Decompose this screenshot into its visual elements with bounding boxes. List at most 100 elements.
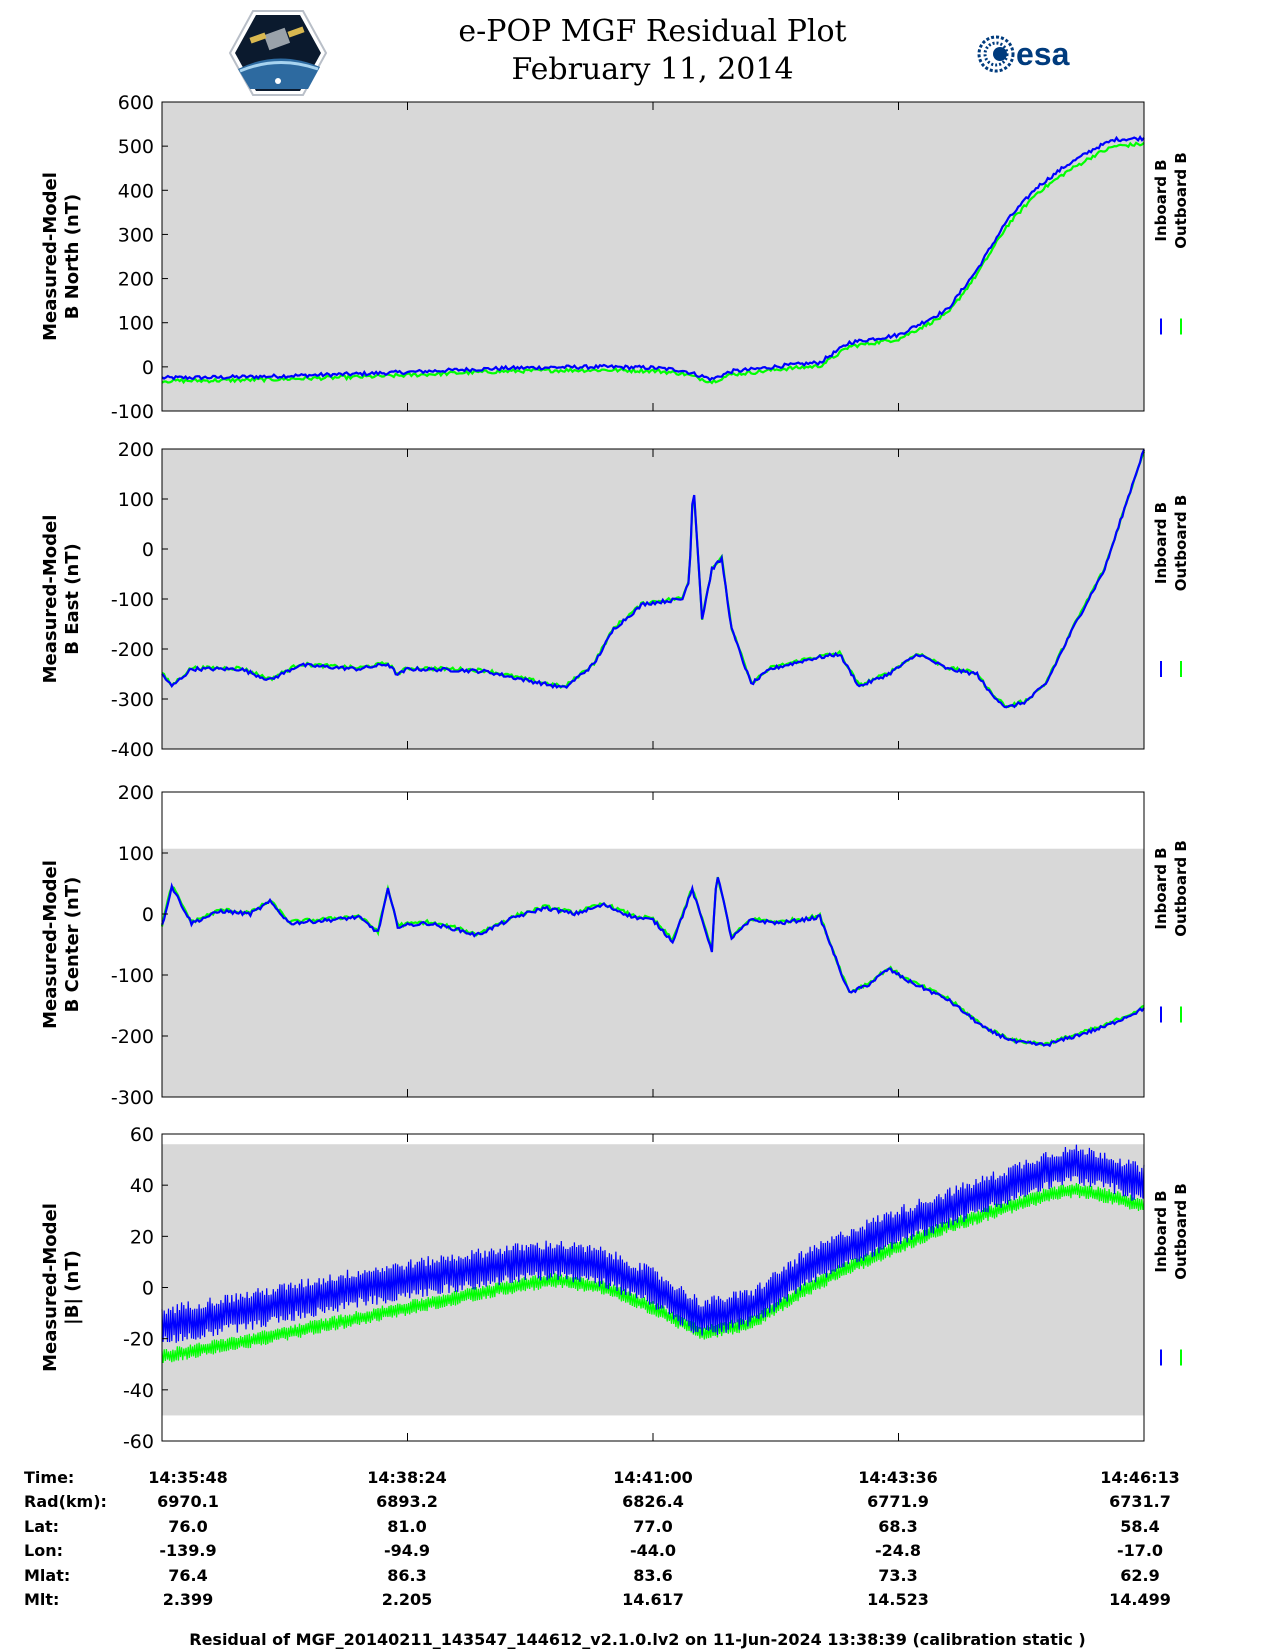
info-row-value: 6826.4 (622, 1492, 684, 1511)
info-row-value: -24.8 (874, 1541, 922, 1560)
info-row-value: 81.0 (387, 1517, 427, 1536)
info-row-value: -44.0 (629, 1541, 677, 1560)
y-axis-label: Measured-Model (40, 172, 61, 341)
info-row-value: 76.4 (168, 1566, 208, 1585)
plot-background (162, 848, 1144, 1097)
cassiope-satellite-logo (228, 10, 328, 96)
y-tick-label: 40 (130, 1175, 154, 1197)
y-tick-label: 0 (142, 1278, 154, 1300)
series-line-inboard-b (161, 449, 1145, 709)
y-tick-label: 100 (118, 313, 154, 335)
info-row-label: Time: (24, 1468, 75, 1487)
series-line-inboard-b (160, 877, 1145, 1048)
info-row-value: 6771.9 (867, 1492, 929, 1511)
esa-logo-text: esa (1016, 36, 1070, 72)
legend-entry: Outboard B (1172, 152, 1190, 249)
y-tick-label: 200 (118, 269, 154, 291)
info-row-value: 73.3 (878, 1566, 918, 1585)
info-row-value: -94.9 (383, 1541, 431, 1560)
info-row-value: 77.0 (633, 1517, 673, 1536)
info-row-value: 14.523 (867, 1590, 929, 1609)
info-row-value: -17.0 (1116, 1541, 1164, 1560)
info-row-label: Mlt: (24, 1590, 60, 1609)
info-row-value: 14:38:24 (367, 1468, 447, 1487)
chart-panel-1: -100 0 100 200 300 400 500 600 Measured-Model B N… (40, 92, 1190, 423)
y-tick-label: -100 (111, 401, 154, 423)
info-row-value: 86.3 (387, 1566, 427, 1585)
y-tick-label: 0 (142, 904, 154, 926)
y-tick-label: 100 (118, 489, 154, 511)
chart-panel-4: -60 -40 -20 0 20 40 60 Measured-Model |B| (nT) In… (40, 1124, 1190, 1453)
info-row-value: 14:46:13 (1100, 1468, 1180, 1487)
info-row-label: Lat: (24, 1517, 60, 1536)
y-tick-label: -100 (111, 965, 154, 987)
y-axis-label: B North (nT) (62, 194, 83, 320)
info-row-value: 6731.7 (1109, 1492, 1171, 1511)
y-axis-label: B East (nT) (62, 543, 83, 655)
info-row-value: 14.617 (622, 1590, 684, 1609)
y-axis-label: B Center (nT) (62, 877, 83, 1013)
y-axis-label: Measured-Model (40, 860, 61, 1029)
y-axis-label: Measured-Model (40, 515, 61, 684)
footer-caption: Residual of MGF_20140211_143547_144612_v… (189, 1630, 1086, 1649)
legend-entry: Outboard B (1172, 495, 1190, 592)
y-tick-label: 20 (130, 1226, 154, 1248)
plot-background (162, 449, 1144, 749)
chart-panel-2: -400 -300 -200 -100 0 100 200 Measured-Model B E… (40, 439, 1190, 761)
info-row-value: 2.399 (162, 1590, 214, 1609)
info-row-value: -139.9 (159, 1541, 217, 1560)
y-tick-label: -200 (111, 639, 154, 661)
chart-panel-3: -300 -200 -100 0 100 200 Measured-Model B Cente… (40, 782, 1190, 1109)
y-tick-label: -40 (123, 1380, 154, 1402)
series-line-outboard-b (161, 1182, 1145, 1364)
legend-entry: Inboard B (1152, 502, 1170, 584)
y-tick-label: 60 (130, 1124, 154, 1146)
info-row-value: 14:41:00 (613, 1468, 693, 1487)
info-row-value: 68.3 (878, 1517, 918, 1536)
legend-entry: Outboard B (1172, 1183, 1190, 1280)
info-row-value: 14:35:48 (148, 1468, 228, 1487)
info-row-label: Lon: (24, 1541, 63, 1560)
info-row-value: 58.4 (1120, 1517, 1160, 1536)
info-row-value: 6893.2 (376, 1492, 438, 1511)
plot-title: e-POP MGF Residual Plot (458, 14, 847, 49)
y-tick-label: 200 (118, 439, 154, 461)
info-row-value: 6970.1 (157, 1492, 219, 1511)
info-row-value: 83.6 (633, 1566, 673, 1585)
y-tick-label: 0 (142, 539, 154, 561)
y-tick-label: 300 (118, 224, 154, 246)
info-row-label: Rad(km): (24, 1492, 107, 1511)
legend-entry: Inboard B (1152, 847, 1170, 929)
info-row-value: 62.9 (1120, 1566, 1160, 1585)
y-tick-label: 0 (142, 357, 154, 379)
legend-entry: Inboard B (1152, 1190, 1170, 1272)
info-row-value: 14:43:36 (858, 1468, 938, 1487)
series-line-outboard-b (161, 141, 1145, 385)
info-row-value: 2.205 (381, 1590, 433, 1609)
y-tick-label: 200 (118, 782, 154, 804)
series-line-inboard-b (161, 1144, 1145, 1343)
y-tick-label: -20 (123, 1329, 154, 1351)
y-tick-label: 500 (118, 136, 154, 158)
legend-entry: Outboard B (1172, 840, 1190, 937)
y-tick-label: 600 (118, 92, 154, 114)
esa-logo: esa (977, 35, 1070, 73)
y-tick-label: -300 (111, 1087, 154, 1109)
y-tick-label: -400 (111, 739, 154, 761)
y-tick-label: -100 (111, 589, 154, 611)
y-tick-label: -200 (111, 1026, 154, 1048)
y-tick-label: -300 (111, 689, 154, 711)
y-tick-label: -60 (123, 1431, 154, 1453)
series-line-inboard-b (161, 135, 1145, 382)
info-row-label: Mlat: (24, 1566, 71, 1585)
plot-background (162, 102, 1144, 411)
y-axis-label: |B| (nT) (62, 1250, 83, 1325)
y-tick-label: 400 (118, 180, 154, 202)
plot-date: February 11, 2014 (511, 52, 794, 87)
y-axis-label: Measured-Model (40, 1203, 61, 1372)
y-tick-label: 100 (118, 843, 154, 865)
info-row-value: 76.0 (168, 1517, 208, 1536)
legend-entry: Inboard B (1152, 159, 1170, 241)
info-row-value: 14.499 (1109, 1590, 1171, 1609)
